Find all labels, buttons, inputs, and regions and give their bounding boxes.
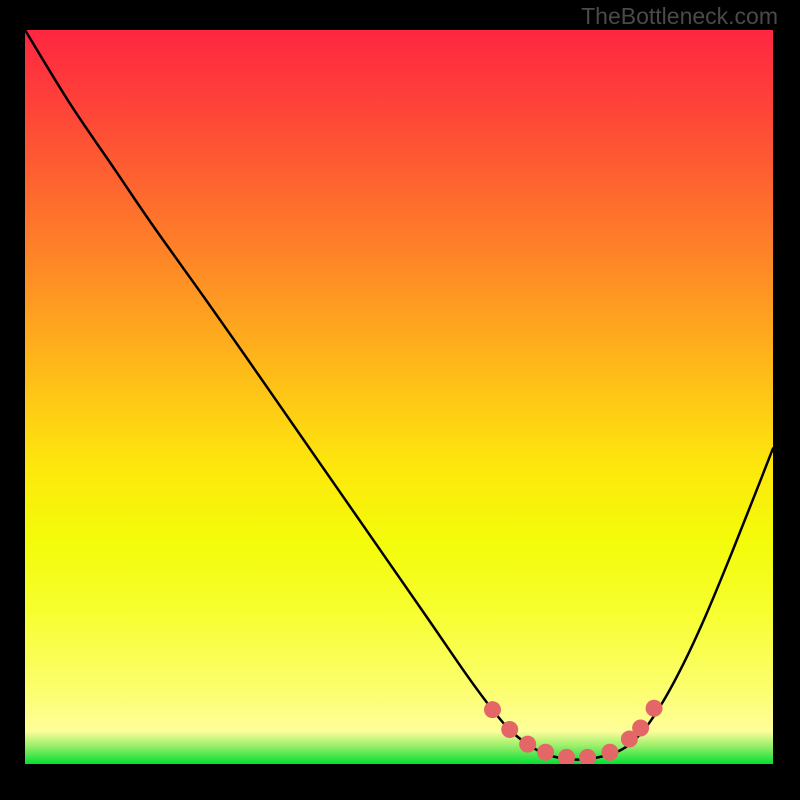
data-dot	[632, 720, 649, 737]
plot-svg	[25, 30, 773, 764]
data-dot	[484, 701, 501, 718]
plot-area	[25, 30, 773, 764]
gradient-background	[25, 30, 773, 764]
data-dot	[537, 744, 554, 761]
data-dot	[601, 744, 618, 761]
chart-frame: TheBottleneck.com	[0, 0, 800, 800]
data-dot	[646, 700, 663, 717]
watermark-text: TheBottleneck.com	[581, 3, 778, 30]
data-dot	[519, 736, 536, 753]
data-dot	[501, 721, 518, 738]
